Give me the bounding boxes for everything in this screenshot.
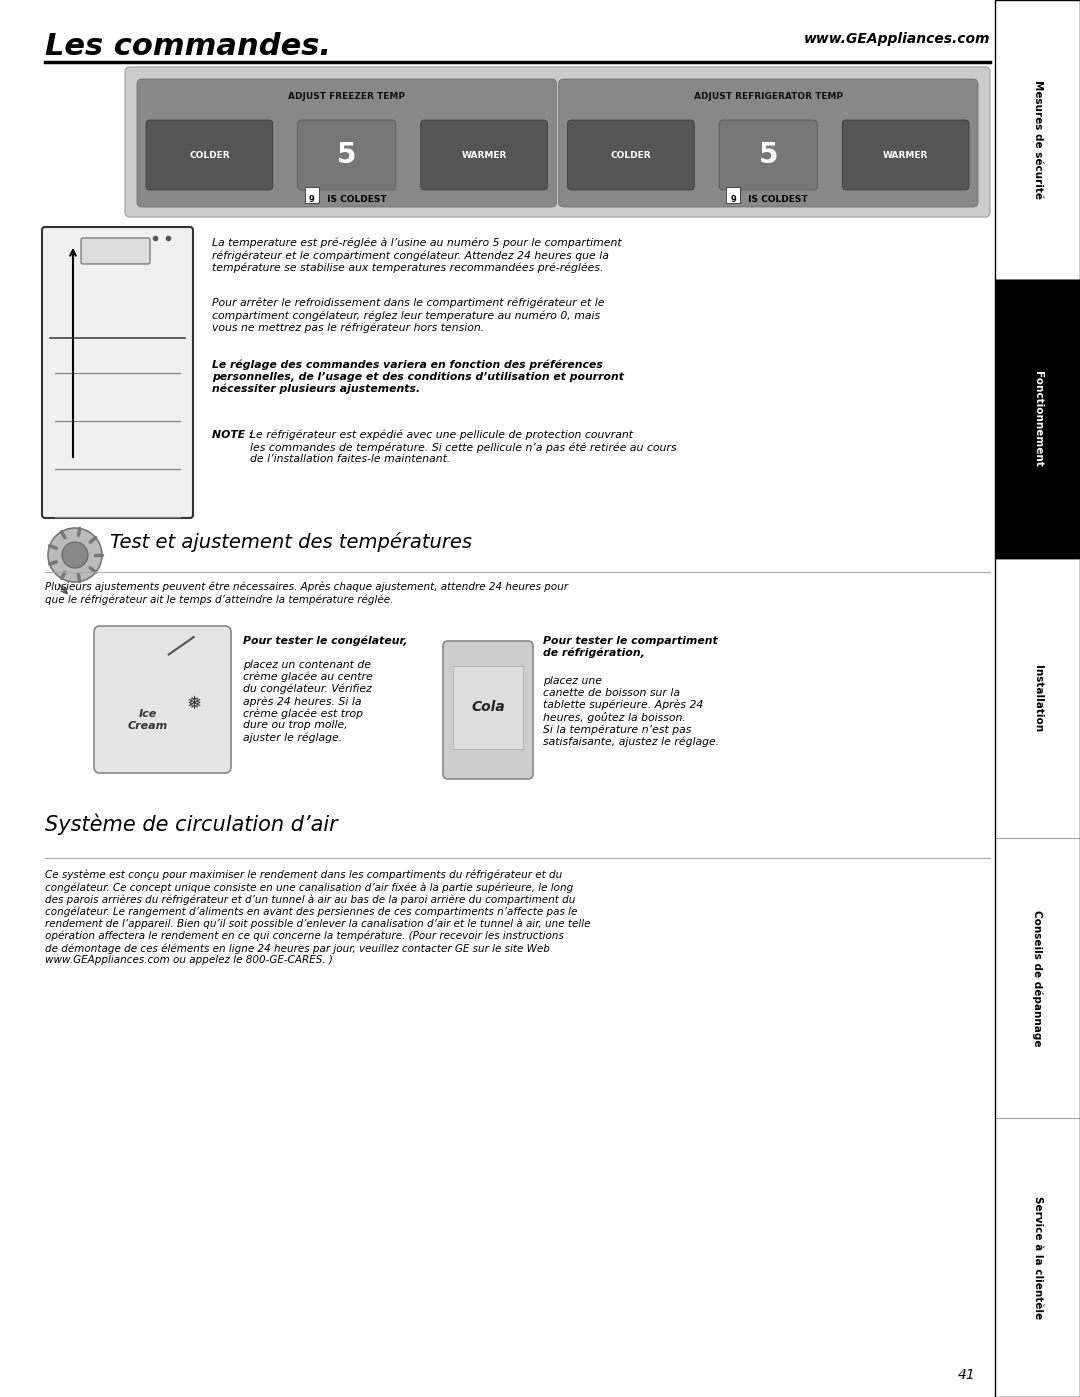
Text: COLDER: COLDER: [189, 151, 230, 159]
FancyBboxPatch shape: [146, 120, 273, 190]
FancyBboxPatch shape: [42, 226, 193, 518]
Text: Cola: Cola: [471, 700, 504, 714]
Text: NOTE :: NOTE :: [212, 430, 257, 440]
Text: Ice
Cream: Ice Cream: [127, 710, 167, 731]
FancyBboxPatch shape: [443, 641, 534, 780]
Text: IS COLDEST: IS COLDEST: [745, 196, 808, 204]
Circle shape: [48, 528, 102, 583]
Text: Service à la clientèle: Service à la clientèle: [1032, 1196, 1042, 1319]
FancyBboxPatch shape: [298, 120, 395, 190]
FancyBboxPatch shape: [421, 120, 548, 190]
Text: Le réglage des commandes variera en fonction des préférences
personnelles, de l’: Le réglage des commandes variera en fonc…: [212, 360, 624, 394]
Circle shape: [62, 542, 87, 569]
Text: Le réfrigérateur est expédié avec une pellicule de protection couvrant
les comma: Le réfrigérateur est expédié avec une pe…: [249, 430, 676, 464]
Text: Pour tester le congélateur,: Pour tester le congélateur,: [243, 636, 407, 647]
Text: Fonctionnement: Fonctionnement: [1032, 372, 1042, 467]
Text: Plusieurs ajustements peuvent être nécessaires. Après chaque ajustement, attendr: Plusieurs ajustements peuvent être néces…: [45, 583, 568, 605]
Bar: [726, 187, 740, 203]
FancyBboxPatch shape: [558, 80, 978, 207]
Text: Pour arrêter le refroidissement dans le compartiment réfrigérateur et le
compart: Pour arrêter le refroidissement dans le …: [212, 298, 605, 332]
Bar: [453, 666, 523, 749]
Text: ADJUST FREEZER TEMP: ADJUST FREEZER TEMP: [288, 92, 405, 101]
FancyBboxPatch shape: [567, 120, 694, 190]
Text: ADJUST REFRIGERATOR TEMP: ADJUST REFRIGERATOR TEMP: [693, 92, 842, 101]
Text: 41: 41: [957, 1368, 975, 1382]
Text: Conseils de dépannage: Conseils de dépannage: [1032, 909, 1043, 1046]
Bar: [995, 0, 1080, 279]
Text: Système de circulation d’air: Système de circulation d’air: [45, 814, 338, 835]
Bar: [995, 0, 1080, 1397]
Text: ❅: ❅: [186, 694, 201, 712]
FancyBboxPatch shape: [137, 80, 556, 207]
Text: 5: 5: [337, 141, 356, 169]
Text: La temperature est pré-réglée à l’usine au numéro 5 pour le compartiment
réfrigé: La temperature est pré-réglée à l’usine …: [212, 237, 622, 272]
Text: WARMER: WARMER: [461, 151, 507, 159]
Bar: [305, 187, 319, 203]
FancyBboxPatch shape: [842, 120, 969, 190]
Text: www.GEAppliances.com: www.GEAppliances.com: [804, 32, 990, 46]
FancyBboxPatch shape: [719, 120, 818, 190]
FancyBboxPatch shape: [125, 67, 990, 217]
Text: COLDER: COLDER: [610, 151, 651, 159]
Text: Installation: Installation: [1032, 665, 1042, 732]
Text: 9: 9: [309, 196, 314, 204]
Text: 9: 9: [730, 196, 737, 204]
Text: Pour tester le compartiment
de réfrigération,: Pour tester le compartiment de réfrigéra…: [543, 636, 718, 658]
Text: 5: 5: [758, 141, 778, 169]
Text: placez une
canette de boisson sur la
tablette supérieure. Après 24
heures, goûte: placez une canette de boisson sur la tab…: [543, 676, 719, 747]
FancyBboxPatch shape: [94, 626, 231, 773]
Text: Ce système est conçu pour maximiser le rendement dans les compartiments du réfri: Ce système est conçu pour maximiser le r…: [45, 870, 591, 965]
Text: IS COLDEST: IS COLDEST: [324, 196, 387, 204]
Text: placez un contenant de
crème glacée au centre
du congélateur. Vérifiez
après 24 : placez un contenant de crème glacée au c…: [243, 659, 373, 743]
Text: WARMER: WARMER: [883, 151, 929, 159]
Text: Mesures de sécurité: Mesures de sécurité: [1032, 80, 1042, 200]
Bar: [995, 279, 1080, 559]
Bar: [995, 838, 1080, 1118]
Text: Les commandes.: Les commandes.: [45, 32, 330, 61]
Text: Test et ajustement des températures: Test et ajustement des températures: [110, 532, 472, 552]
Bar: [995, 1118, 1080, 1397]
FancyBboxPatch shape: [81, 237, 150, 264]
Bar: [995, 559, 1080, 838]
